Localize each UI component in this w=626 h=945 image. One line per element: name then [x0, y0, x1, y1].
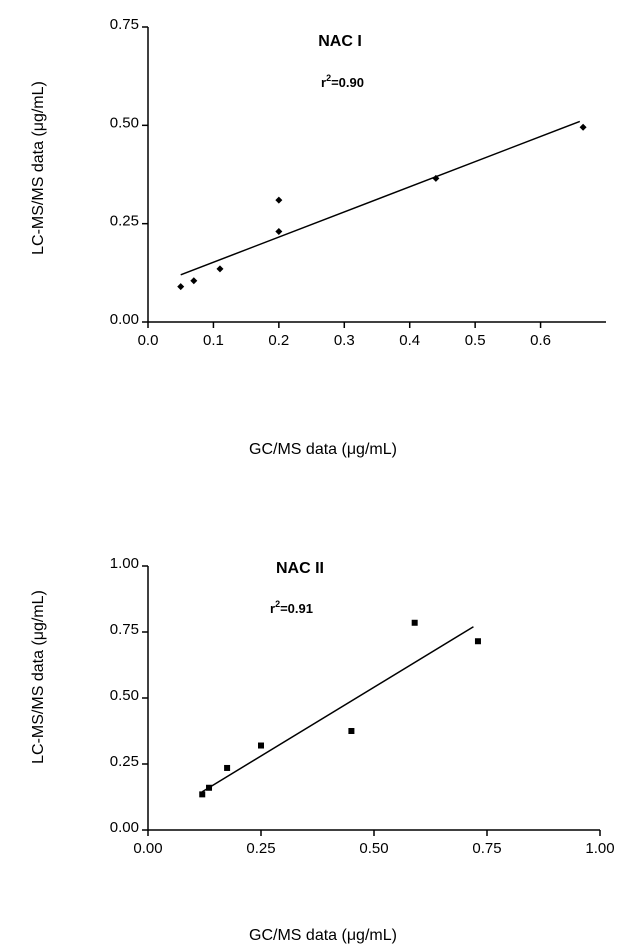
plot-area-nac-ii: 0.00 0.25 0.50 0.75 1.00 0.00 0.25 0.50 0.75 1.00 [110, 555, 615, 857]
x-tick-label-nac-ii: 0.50 [359, 840, 388, 857]
fit-line-nac-ii [201, 626, 474, 793]
r-squared-nac-i: r2=0.90 [321, 73, 364, 90]
y-tick-label-nac-ii: 0.25 [110, 753, 139, 770]
y-axis-title-nac-ii: LC-MS/MS data (μg/mL) [30, 590, 47, 764]
data-point-nac-ii [474, 638, 481, 645]
data-point-nac-i [190, 277, 198, 285]
chart-nac-ii: 0.00 0.25 0.50 0.75 1.00 0.00 0.25 0.50 0.75 1.00… [30, 555, 615, 944]
chart-title-nac-i: NAC I [318, 33, 362, 50]
y-tick-label-nac-ii: 0.50 [110, 687, 139, 704]
y-tick-label-nac-ii: 0.75 [110, 621, 139, 638]
data-point-nac-i [432, 174, 440, 182]
x-axis-title-nac-ii: GC/MS data (μg/mL) [249, 927, 397, 944]
chart-nac-i: 0.00 0.25 0.50 0.75 0.0 0.1 0.2 0.3 0.4 0.5 0.6 NA… [30, 16, 606, 458]
r-squared-nac-ii: r2=0.91 [270, 599, 313, 616]
x-tick-label-nac-i: 0.1 [203, 332, 224, 349]
y-tick-label-nac-i: 0.25 [110, 213, 139, 230]
x-tick-label-nac-ii: 0.75 [472, 840, 501, 857]
x-tick-label-nac-ii: 0.00 [133, 840, 162, 857]
x-tick-label-nac-i: 0.3 [334, 332, 355, 349]
y-axis-title-nac-i: LC-MS/MS data (μg/mL) [30, 81, 47, 255]
y-tick-label-nac-i: 0.50 [110, 114, 139, 131]
data-point-nac-i [275, 228, 283, 236]
plot-area-nac-i: 0.00 0.25 0.50 0.75 0.0 0.1 0.2 0.3 0.4 0.5 0.6 [110, 16, 606, 349]
data-point-nac-ii [199, 791, 206, 798]
x-tick-label-nac-i: 0.2 [268, 332, 289, 349]
x-tick-label-nac-i: 0.6 [530, 332, 551, 349]
y-tick-label-nac-i: 0.00 [110, 311, 139, 328]
data-point-nac-i [177, 283, 185, 291]
data-point-nac-ii [348, 728, 355, 734]
data-point-nac-ii [411, 619, 418, 626]
fit-line-nac-i [180, 120, 581, 276]
data-point-nac-ii [224, 764, 231, 771]
y-tick-label-nac-ii: 0.00 [110, 819, 139, 836]
x-tick-label-nac-ii: 1.00 [585, 840, 614, 857]
chart-title-nac-ii: NAC II [276, 560, 324, 577]
x-tick-label-nac-ii: 0.25 [246, 840, 275, 857]
x-tick-label-nac-i: 0.4 [399, 332, 420, 349]
data-point-nac-i [216, 265, 224, 273]
data-point-nac-ii [206, 784, 213, 791]
data-point-nac-i [275, 196, 283, 204]
data-point-nac-i [579, 123, 587, 131]
y-tick-label-nac-i: 0.75 [110, 16, 139, 33]
x-tick-label-nac-i: 0.5 [465, 332, 486, 349]
x-axis-title-nac-i: GC/MS data (μg/mL) [249, 441, 397, 458]
y-tick-label-nac-ii: 1.00 [110, 555, 139, 572]
x-tick-label-nac-i: 0.0 [138, 332, 159, 349]
data-point-nac-ii [258, 742, 264, 749]
